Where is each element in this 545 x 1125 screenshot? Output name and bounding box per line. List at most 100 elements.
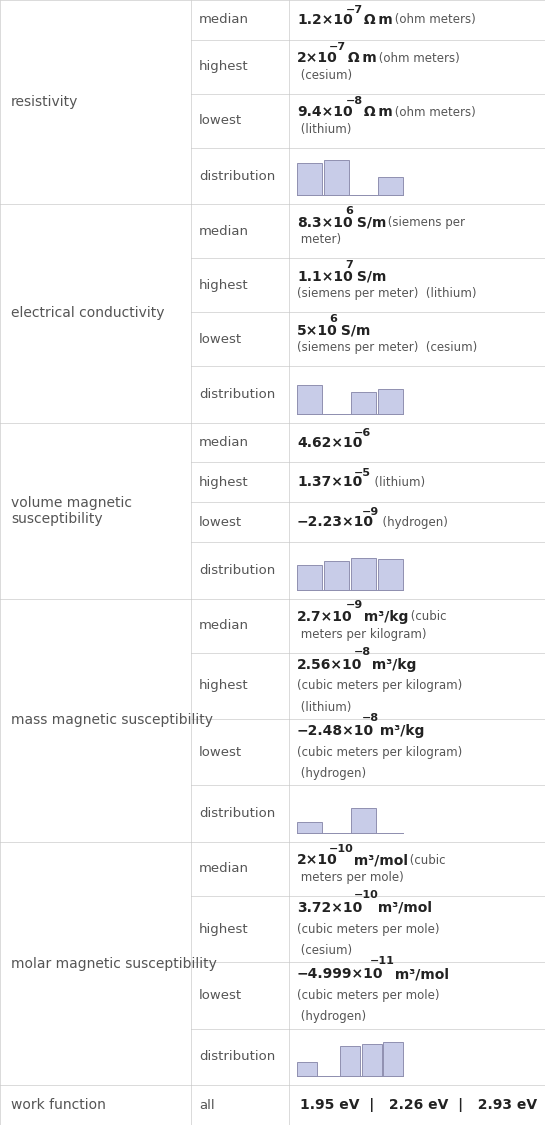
Text: 2×10: 2×10 — [297, 52, 338, 65]
Text: −8: −8 — [353, 647, 371, 657]
Text: 6: 6 — [346, 206, 353, 216]
Text: resistivity: resistivity — [11, 96, 78, 109]
Text: lowest: lowest — [199, 333, 242, 345]
Text: m³/mol: m³/mol — [373, 901, 432, 915]
Text: −11: −11 — [370, 956, 395, 966]
Text: 7: 7 — [346, 260, 353, 270]
Text: lowest: lowest — [199, 989, 242, 1002]
Polygon shape — [324, 160, 349, 196]
Text: (hydrogen): (hydrogen) — [297, 767, 366, 780]
Text: lowest: lowest — [199, 115, 242, 127]
Polygon shape — [362, 1044, 381, 1077]
Text: (cubic: (cubic — [407, 611, 446, 623]
Text: all: all — [199, 1099, 215, 1112]
Text: 1.37×10: 1.37×10 — [297, 476, 362, 489]
Text: (cubic meters per mole): (cubic meters per mole) — [297, 922, 439, 936]
Text: distribution: distribution — [199, 564, 275, 577]
Polygon shape — [378, 178, 403, 196]
Polygon shape — [340, 1046, 360, 1077]
Text: meters per kilogram): meters per kilogram) — [297, 628, 427, 641]
Text: S/m: S/m — [336, 324, 370, 338]
Text: work function: work function — [11, 1098, 106, 1113]
Polygon shape — [351, 558, 376, 590]
Text: electrical conductivity: electrical conductivity — [11, 306, 165, 321]
Text: 6: 6 — [329, 314, 337, 324]
Polygon shape — [351, 393, 376, 414]
Text: 4.62×10: 4.62×10 — [297, 435, 362, 450]
Text: −2.23×10: −2.23×10 — [297, 515, 374, 529]
Text: −10: −10 — [329, 844, 354, 854]
Text: m³/kg: m³/kg — [367, 657, 416, 672]
Text: −8: −8 — [361, 713, 379, 723]
Text: meter): meter) — [297, 233, 341, 246]
Text: median: median — [199, 863, 249, 875]
Polygon shape — [297, 163, 322, 196]
Text: median: median — [199, 619, 249, 632]
Text: highest: highest — [199, 922, 249, 936]
Text: Ω m: Ω m — [359, 12, 392, 27]
Text: (cesium): (cesium) — [297, 69, 352, 82]
Text: −6: −6 — [353, 428, 371, 438]
Text: highest: highest — [199, 61, 249, 73]
Polygon shape — [297, 385, 322, 414]
Text: 3.72×10: 3.72×10 — [297, 901, 362, 915]
Text: meters per mole): meters per mole) — [297, 871, 404, 884]
Text: (cubic meters per kilogram): (cubic meters per kilogram) — [297, 680, 462, 692]
Text: (siemens per: (siemens per — [384, 216, 465, 229]
Text: −8: −8 — [346, 96, 362, 106]
Polygon shape — [378, 559, 403, 590]
Text: (cubic: (cubic — [405, 854, 445, 866]
Polygon shape — [297, 822, 322, 832]
Polygon shape — [351, 808, 376, 832]
Text: (lithium): (lithium) — [367, 476, 425, 489]
Text: 5×10: 5×10 — [297, 324, 338, 338]
Text: median: median — [199, 14, 249, 26]
Text: distribution: distribution — [199, 807, 275, 820]
Text: −9: −9 — [346, 601, 362, 611]
Text: (ohm meters): (ohm meters) — [391, 14, 476, 26]
Text: m³/mol: m³/mol — [390, 968, 449, 981]
Text: (cesium): (cesium) — [297, 944, 352, 957]
Text: volume magnetic
susceptibility: volume magnetic susceptibility — [11, 495, 132, 525]
Polygon shape — [297, 565, 322, 590]
Text: distribution: distribution — [199, 1051, 275, 1063]
Text: (siemens per meter)  (cesium): (siemens per meter) (cesium) — [297, 341, 477, 354]
Text: (lithium): (lithium) — [297, 123, 352, 136]
Text: −2.48×10: −2.48×10 — [297, 724, 374, 738]
Text: 2.56×10: 2.56×10 — [297, 657, 362, 672]
Text: (ohm meters): (ohm meters) — [391, 106, 476, 118]
Polygon shape — [297, 1062, 317, 1077]
Text: Ω m: Ω m — [359, 105, 392, 119]
Text: median: median — [199, 436, 249, 449]
Polygon shape — [378, 389, 403, 414]
Text: 2×10: 2×10 — [297, 853, 338, 867]
Text: (cubic meters per kilogram): (cubic meters per kilogram) — [297, 746, 462, 758]
Text: −10: −10 — [353, 890, 378, 900]
Text: S/m: S/m — [352, 216, 386, 229]
Text: (lithium): (lithium) — [297, 701, 352, 713]
Text: lowest: lowest — [199, 515, 242, 529]
Text: −7: −7 — [346, 6, 362, 15]
Text: molar magnetic susceptibility: molar magnetic susceptibility — [11, 956, 217, 971]
Text: m³/mol: m³/mol — [349, 853, 408, 867]
Text: highest: highest — [199, 279, 249, 291]
Text: highest: highest — [199, 680, 249, 692]
Text: 9.4×10: 9.4×10 — [297, 105, 353, 119]
Text: Ω m: Ω m — [343, 52, 377, 65]
Text: (hydrogen): (hydrogen) — [375, 515, 447, 529]
Polygon shape — [383, 1043, 403, 1077]
Text: −9: −9 — [361, 507, 379, 518]
Text: 2.7×10: 2.7×10 — [297, 610, 353, 624]
Text: −4.999×10: −4.999×10 — [297, 968, 384, 981]
Text: (ohm meters): (ohm meters) — [375, 52, 459, 65]
Text: −5: −5 — [353, 468, 371, 478]
Text: 1.2×10: 1.2×10 — [297, 12, 353, 27]
Polygon shape — [324, 561, 349, 590]
Text: distribution: distribution — [199, 388, 275, 400]
Text: m³/kg: m³/kg — [375, 724, 424, 738]
Text: lowest: lowest — [199, 746, 242, 758]
Text: (siemens per meter)  (lithium): (siemens per meter) (lithium) — [297, 287, 476, 300]
Text: (hydrogen): (hydrogen) — [297, 1010, 366, 1024]
Text: highest: highest — [199, 476, 249, 489]
Text: distribution: distribution — [199, 170, 275, 182]
